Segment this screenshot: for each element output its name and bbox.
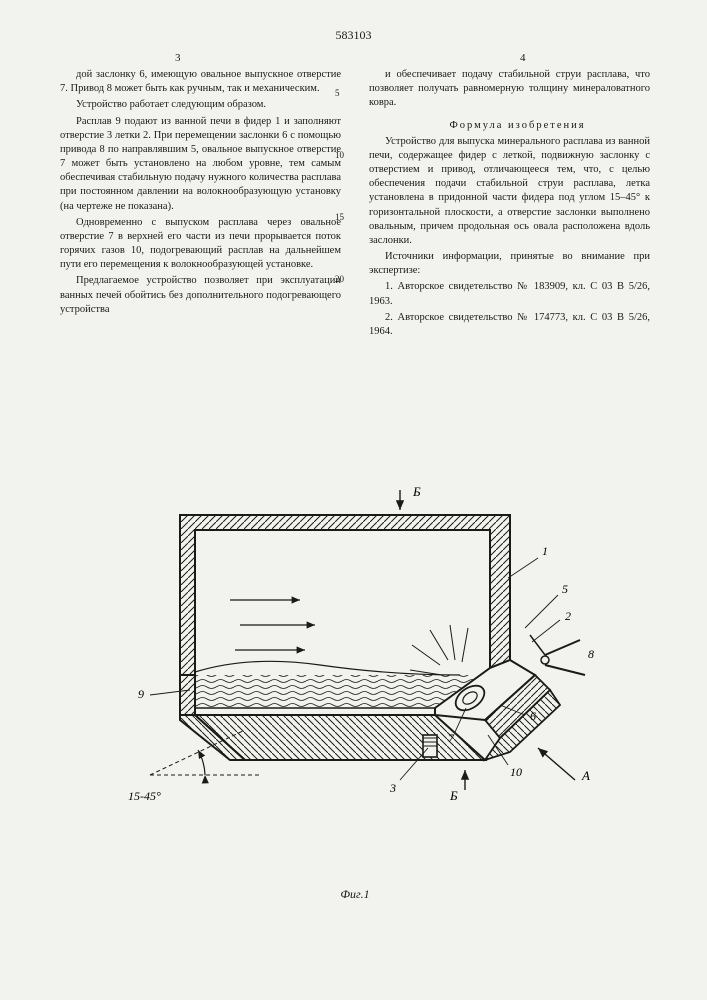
callout-1: 1 bbox=[542, 544, 548, 558]
right-para-4: 1. Авторское свидетельство № 183909, кл.… bbox=[369, 280, 650, 308]
column-marker-left: 3 bbox=[175, 52, 181, 64]
text-content: дой заслонку 6, имеющую овальное выпускн… bbox=[60, 68, 650, 341]
callout-7: 7 bbox=[448, 731, 455, 745]
angle-label: 15-45° bbox=[128, 789, 161, 803]
callout-2: 2 bbox=[565, 609, 571, 623]
callout-5: 5 bbox=[562, 582, 568, 596]
left-para-3: Расплав 9 подают из ванной печи в фидер … bbox=[60, 115, 341, 214]
document-number: 583103 bbox=[336, 28, 372, 43]
formula-title: Формула изобретения bbox=[369, 119, 650, 133]
figure-caption: Фиг.1 bbox=[340, 887, 369, 902]
left-para-2: Устройство работает следующим образом. bbox=[60, 98, 341, 112]
right-para-3: Источники информации, принятые во вниман… bbox=[369, 250, 650, 278]
right-para-2: Устройство для выпуска минерального расп… bbox=[369, 135, 650, 248]
callout-9: 9 bbox=[138, 687, 144, 701]
section-b-bottom-label: Б bbox=[449, 788, 458, 803]
section-b-top-label: Б bbox=[412, 484, 421, 499]
callout-3: 3 bbox=[389, 781, 396, 795]
figure-1: Б Б A 15-45° 1 2 5 6 7 8 9 3 10 Фиг.1 bbox=[90, 480, 620, 910]
callout-8: 8 bbox=[588, 647, 594, 661]
column-marker-right: 4 bbox=[520, 52, 526, 64]
left-para-4: Одновременно с выпуском расплава через о… bbox=[60, 216, 341, 273]
callout-10: 10 bbox=[510, 765, 522, 779]
right-para-1: и обеспечивает подачу стабильной струи р… bbox=[369, 68, 650, 111]
left-para-1: дой заслонку 6, имеющую овальное выпускн… bbox=[60, 68, 341, 96]
callout-6: 6 bbox=[530, 709, 536, 723]
right-para-5: 2. Авторское свидетельство № 174773, кл.… bbox=[369, 311, 650, 339]
right-column: и обеспечивает подачу стабильной струи р… bbox=[369, 68, 650, 341]
left-para-5: Предлагаемое устройство позволяет при эк… bbox=[60, 274, 341, 317]
figure-svg: Б Б A 15-45° 1 2 5 6 7 8 9 3 10 bbox=[90, 480, 620, 910]
view-a-label: A bbox=[581, 768, 590, 783]
left-column: дой заслонку 6, имеющую овальное выпускн… bbox=[60, 68, 341, 341]
